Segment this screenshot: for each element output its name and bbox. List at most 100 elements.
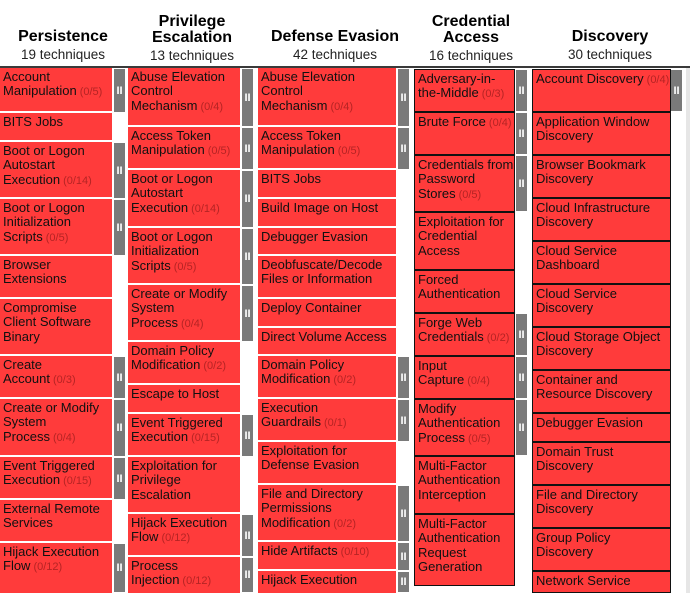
technique-cell[interactable]: Network Service [532, 571, 671, 593]
technique-cell[interactable]: File and Directory Permissions Modificat… [258, 485, 396, 540]
expand-subtechniques-handle[interactable]: II [242, 128, 253, 169]
technique-cell[interactable]: Create or Modify System Process (0/4) [128, 285, 240, 340]
expand-subtechniques-handle[interactable]: II [516, 357, 527, 398]
subtechnique-count: (0/12) [161, 532, 191, 545]
technique-cell[interactable]: Forge Web Credentials (0/2) [414, 313, 515, 356]
technique-cell[interactable]: Modify Authentication Process (0/5) [414, 399, 515, 456]
technique-cell[interactable]: Exploitation for Defense Evasion [258, 442, 396, 483]
technique-cell[interactable]: Adversary-in-the-Middle (0/3) [414, 69, 515, 112]
expand-subtechniques-handle[interactable]: II [114, 400, 125, 456]
expand-subtechniques-handle[interactable]: II [242, 515, 253, 556]
technique-cell[interactable]: Account Discovery (0/4) [532, 69, 671, 112]
technique-cell[interactable]: Execution Guardrails (0/1) [258, 399, 396, 440]
expand-subtechniques-handle[interactable]: II [516, 70, 527, 111]
technique-cell[interactable]: External Remote Services [0, 500, 112, 541]
subtechnique-count: (0/4) [646, 74, 670, 86]
technique-name: Event Triggered Execution [131, 415, 223, 445]
technique-cell[interactable]: Event Triggered Execution (0/15) [128, 414, 240, 455]
handle-grip-icon: II [400, 371, 407, 384]
technique-cell[interactable]: Create Account (0/3) [0, 356, 112, 397]
expand-subtechniques-handle[interactable]: II [516, 400, 527, 455]
expand-subtechniques-handle[interactable]: II [516, 156, 527, 211]
technique-cell[interactable]: Boot or Logon Autostart Execution (0/14) [0, 142, 112, 197]
technique-cell[interactable]: BITS Jobs [258, 170, 396, 197]
technique-cell[interactable]: Container and Resource Discovery [532, 370, 671, 413]
technique-cell[interactable]: Build Image on Host [258, 199, 396, 226]
technique-cell[interactable]: Exploitation for Privilege Escalation [128, 457, 240, 512]
expand-subtechniques-handle[interactable]: II [398, 572, 409, 592]
expand-subtechniques-handle[interactable]: II [114, 143, 125, 198]
technique-cell[interactable]: Domain Policy Modification (0/2) [258, 356, 396, 397]
technique-cell[interactable]: File and Directory Discovery [532, 485, 671, 528]
column-count: 13 techniques [149, 48, 235, 63]
expand-subtechniques-handle[interactable]: II [242, 229, 253, 284]
technique-cell[interactable]: Cloud Service Dashboard [532, 241, 671, 284]
technique-cell[interactable]: Hijack Execution Flow (0/12) [0, 543, 112, 593]
expand-subtechniques-handle[interactable]: II [114, 69, 125, 112]
technique-cell[interactable]: Boot or Logon Initialization Scripts (0/5… [0, 199, 112, 254]
expand-subtechniques-handle[interactable]: II [242, 69, 253, 126]
technique-cell[interactable]: Credentials from Password Stores (0/5) [414, 155, 515, 212]
technique-cell[interactable]: Multi-Factor Authentication Request Gene… [414, 514, 515, 586]
expand-subtechniques-handle[interactable]: II [242, 171, 253, 227]
expand-subtechniques-handle[interactable]: II [398, 400, 409, 441]
technique-cell[interactable]: Process Injection (0/12) [128, 557, 240, 593]
technique-cell[interactable]: Group Policy Discovery [532, 528, 671, 571]
technique-cell[interactable]: Account Manipulation (0/5) [0, 68, 112, 111]
technique-cell[interactable]: Cloud Service Discovery [532, 284, 671, 327]
expand-subtechniques-handle[interactable]: II [671, 70, 682, 111]
expand-subtechniques-handle[interactable]: II [242, 415, 253, 456]
technique-cell[interactable]: Access Token Manipulation (0/5) [128, 127, 240, 168]
technique-cell[interactable]: Deobfuscate/Decode Files or Information [258, 256, 396, 297]
technique-cell[interactable]: Exploitation for Credential Access [414, 212, 515, 270]
technique-cell[interactable]: Hijack Execution Flow (0/12) [128, 514, 240, 555]
technique-name: Credentials from Password Stores [418, 157, 514, 201]
technique-cell[interactable]: Cloud Infrastructure Discovery [532, 198, 671, 241]
expand-subtechniques-handle[interactable]: II [242, 286, 253, 341]
expand-subtechniques-handle[interactable]: II [242, 558, 253, 592]
technique-name: Abuse Elevation Control Mechanism [131, 69, 225, 113]
expand-subtechniques-handle[interactable]: II [114, 458, 125, 499]
handle-grip-icon: II [518, 127, 525, 140]
technique-cell[interactable]: Browser Extensions [0, 256, 112, 297]
technique-cell[interactable]: Compromise Client Software Binary [0, 299, 112, 354]
expand-subtechniques-handle[interactable]: II [398, 128, 409, 169]
technique-cell[interactable]: Abuse Elevation Control Mechanism (0/4) [258, 68, 396, 125]
scrollbar[interactable] [686, 68, 690, 593]
technique-cell[interactable]: Create or Modify System Process (0/4) [0, 399, 112, 455]
technique-cell[interactable]: Forced Authentication [414, 270, 515, 313]
technique-cell[interactable]: Application Window Discovery [532, 112, 671, 155]
expand-subtechniques-handle[interactable]: II [398, 69, 409, 126]
expand-subtechniques-handle[interactable]: II [114, 200, 125, 255]
technique-cell[interactable]: Access Token Manipulation (0/5) [258, 127, 396, 168]
technique-cell[interactable]: Direct Volume Access [258, 328, 396, 354]
technique-cell[interactable]: Debugger Evasion [532, 413, 671, 442]
technique-cell[interactable]: Debugger Evasion [258, 228, 396, 254]
expand-subtechniques-handle[interactable]: II [114, 357, 125, 398]
technique-cell[interactable]: Cloud Storage Object Discovery [532, 327, 671, 370]
column-header-credential-access: Credential Access 16 techniques [414, 0, 528, 66]
technique-cell[interactable]: Escape to Host [128, 385, 240, 412]
technique-cell[interactable]: Brute Force (0/4) [414, 112, 515, 155]
technique-cell[interactable]: Abuse Elevation Control Mechanism (0/4) [128, 68, 240, 125]
technique-cell[interactable]: Domain Policy Modification (0/2) [128, 342, 240, 383]
subtechnique-count: (0/4) [200, 100, 224, 113]
technique-cell[interactable]: Boot or Logon Initialization Scripts (0/5… [128, 228, 240, 283]
technique-cell[interactable]: Deploy Container [258, 299, 396, 326]
technique-cell[interactable]: BITS Jobs [0, 113, 112, 140]
technique-cell[interactable]: Boot or Logon Autostart Execution (0/14) [128, 170, 240, 226]
technique-cell[interactable]: Domain Trust Discovery [532, 442, 671, 485]
technique-cell[interactable]: Input Capture (0/4) [414, 356, 515, 399]
technique-cell[interactable]: Multi-Factor Authentication Interception [414, 456, 515, 514]
column-count: 16 techniques [428, 48, 514, 63]
expand-subtechniques-handle[interactable]: II [516, 113, 527, 154]
technique-cell[interactable]: Hijack Execution [258, 571, 396, 593]
expand-subtechniques-handle[interactable]: II [114, 544, 125, 592]
expand-subtechniques-handle[interactable]: II [516, 314, 527, 355]
technique-cell[interactable]: Event Triggered Execution (0/15) [0, 457, 112, 498]
expand-subtechniques-handle[interactable]: II [398, 486, 409, 541]
expand-subtechniques-handle[interactable]: II [398, 357, 409, 398]
technique-cell[interactable]: Hide Artifacts (0/10) [258, 542, 396, 569]
technique-cell[interactable]: Browser Bookmark Discovery [532, 155, 671, 198]
expand-subtechniques-handle[interactable]: II [398, 543, 409, 570]
